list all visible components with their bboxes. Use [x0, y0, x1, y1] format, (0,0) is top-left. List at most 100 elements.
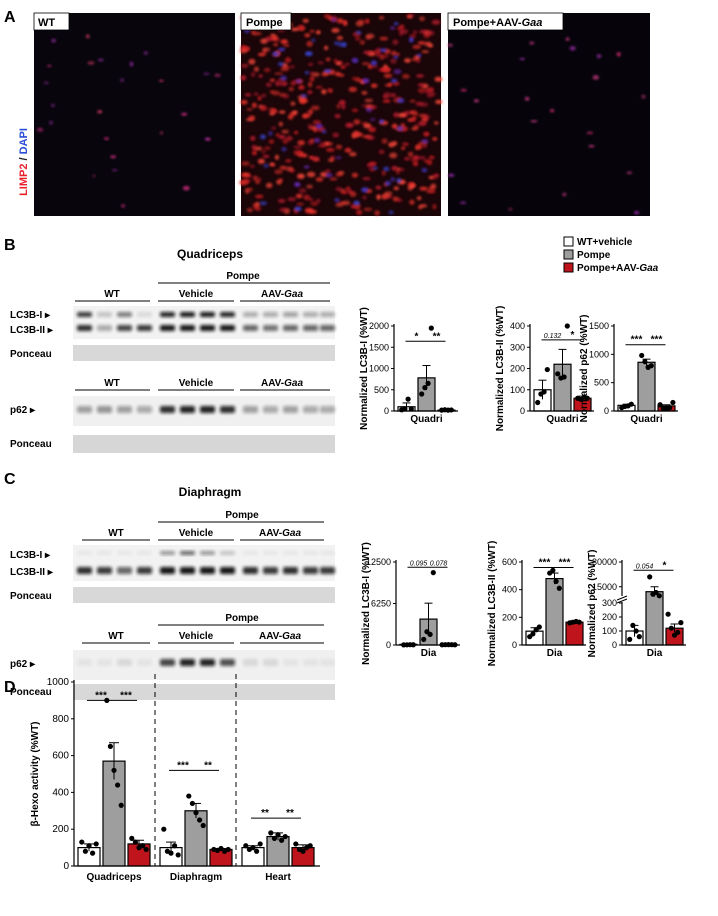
y-tick-label: 0 [386, 640, 391, 650]
limp2-dot [407, 151, 414, 157]
limp2-dot [268, 139, 275, 144]
dapi-dot [304, 71, 309, 75]
nucleus-dot [626, 171, 633, 174]
limp2-dot [413, 155, 420, 160]
data-point [279, 837, 285, 843]
limp2-dot [263, 146, 271, 151]
y-tick-label: 1500 [369, 342, 389, 352]
dapi-dot [421, 168, 428, 173]
limp2-dot [257, 52, 266, 57]
significance-label: * [663, 560, 667, 571]
y-tick-label: 200 [510, 364, 525, 374]
limp2-dot [340, 65, 346, 69]
nucleus-dot [87, 61, 95, 65]
dapi-dot [416, 54, 422, 57]
data-point [633, 628, 639, 634]
nucleus-dot [616, 52, 621, 57]
data-point [168, 850, 174, 856]
limp2-dot [431, 19, 441, 25]
limp2-dot [285, 57, 292, 63]
limp2-dot [412, 44, 422, 49]
blot-band [263, 659, 278, 666]
limp2-dot [393, 186, 399, 191]
limp2-dot [358, 19, 365, 25]
blot-b1-ponceau [73, 345, 335, 361]
dapi-dot [379, 48, 387, 52]
limp2-dot [428, 155, 435, 160]
nucleus-dot [143, 51, 148, 55]
data-point [636, 634, 642, 640]
legend-label-pompe: Pompe [577, 250, 611, 261]
limp2-dot [312, 120, 322, 125]
blot-band [160, 406, 175, 413]
limp2-dot [274, 154, 279, 160]
limp2-dot [240, 44, 246, 51]
significance-label: ** [286, 808, 294, 819]
limp2-dot [250, 135, 256, 141]
data-point [129, 835, 135, 842]
dapi-dot [300, 94, 307, 98]
nucleus-dot [159, 79, 164, 82]
y-tick-label: 400 [52, 787, 69, 798]
dapi-dot [278, 47, 286, 52]
data-point [653, 589, 659, 596]
limp2-dot [315, 85, 323, 89]
dapi-dot [280, 75, 287, 81]
x-axis-label: Dia [421, 648, 437, 659]
y-tick-label: 30000 [592, 557, 617, 567]
blot-band [97, 659, 112, 666]
limp2-dot [241, 172, 251, 177]
limp2-dot [410, 109, 417, 115]
limp2-dot [282, 138, 289, 144]
blot-band [220, 567, 235, 574]
data-point [79, 839, 85, 845]
data-point [218, 845, 224, 852]
limp2-dot [285, 159, 292, 163]
y-tick-label: 400 [510, 321, 525, 331]
dapi-dot [393, 69, 402, 75]
limp2-dot [291, 27, 299, 31]
dapi-dot [281, 147, 287, 152]
data-point [648, 363, 654, 369]
limp2-dot [395, 170, 400, 175]
limp2-dot [307, 109, 314, 115]
limp2-dot [353, 130, 360, 137]
blot-band [77, 659, 92, 666]
nucleus-dot [121, 204, 125, 208]
limp2-dot [418, 156, 427, 160]
y-tick-label: 400 [502, 585, 517, 595]
dapi-dot [263, 163, 269, 168]
limp2-dot [417, 121, 427, 126]
limp2-dot [421, 50, 430, 54]
limp2-dot [296, 202, 305, 206]
limp2-dot [315, 177, 324, 182]
dapi-dot [338, 41, 343, 47]
nucleus-dot [214, 73, 221, 77]
bar-wt [241, 846, 265, 867]
limp2-dot [335, 61, 342, 65]
blot-band [320, 659, 335, 666]
blot-c1-row2-label: LC3B-II ▸ [10, 567, 54, 578]
limp2-dot [244, 93, 252, 97]
limp2-dot [345, 122, 354, 128]
limp2-dot [363, 123, 372, 129]
y-tick-label: 1000 [369, 364, 389, 374]
blot-band [200, 325, 215, 331]
dapi-dot [333, 41, 340, 46]
limp2-dot [297, 173, 305, 179]
limp2-dot [307, 62, 314, 66]
nucleus-dot [97, 110, 103, 114]
x-axis-label: Quadri [410, 414, 442, 425]
legend: WT+vehicle Pompe Pompe+AAV-Gaa [563, 236, 659, 274]
limp2-dot [331, 28, 340, 33]
panel-a-letter: A [4, 9, 16, 26]
blot-b1-ponceau-label: Ponceau [10, 349, 52, 360]
limp2-dot [246, 108, 253, 111]
data-point [408, 406, 414, 412]
blot-band [180, 551, 195, 555]
limp2-dot [278, 178, 283, 183]
data-point [665, 611, 671, 617]
y-tick-label: 0 [63, 861, 69, 872]
nucleus-dot [588, 145, 595, 148]
blot-band [180, 325, 195, 331]
